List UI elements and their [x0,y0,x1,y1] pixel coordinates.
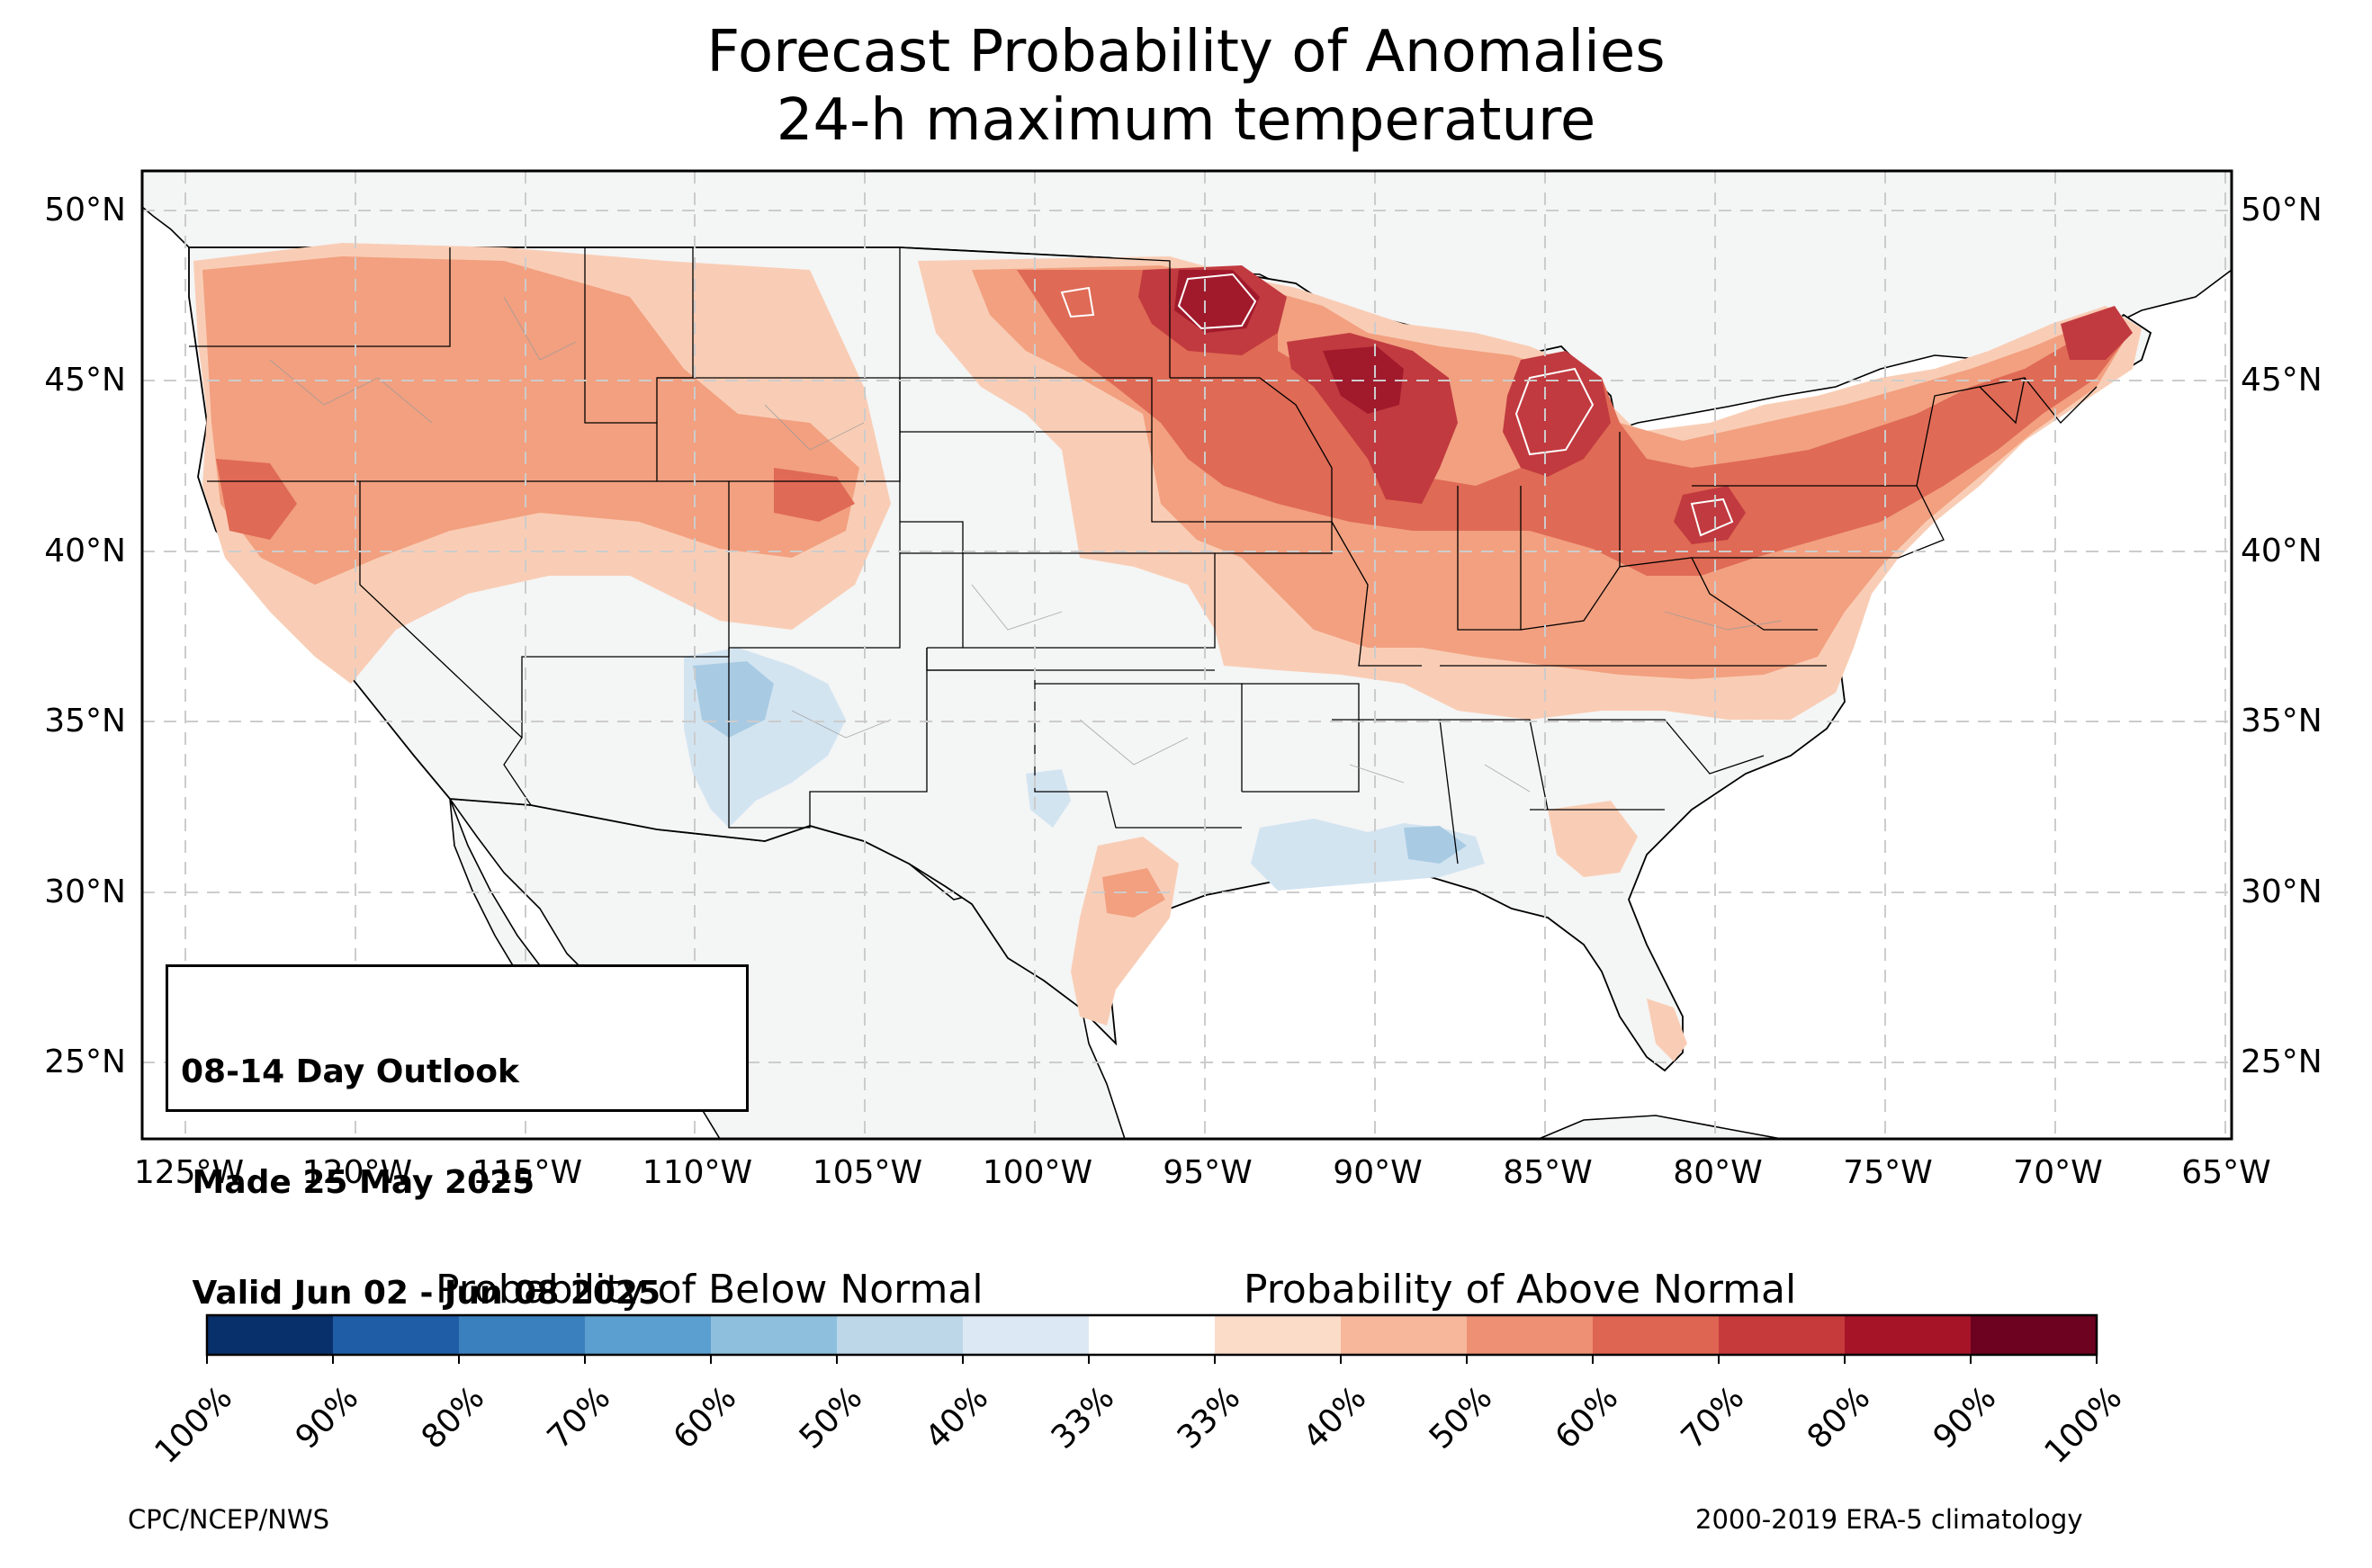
chart-subtitle: 24-h maximum temperature [776,87,1596,154]
above-high-west [216,459,297,540]
colorbar-swatch [711,1315,838,1355]
colorbar-swatch [1593,1315,1720,1355]
lon-tick-label: 80°W [1673,1154,1763,1191]
colorbar-above-label: Probability of Above Normal [1244,1267,1797,1313]
lon-tick-label: 125°W [133,1154,245,1191]
below-mid-gulf [1404,826,1467,864]
above-vhigh-michigan [1503,351,1611,477]
lat-tick-label: 35°N [2241,703,2323,739]
colorbar-swatch [1089,1315,1216,1355]
lat-tick-label: 25°N [44,1044,126,1080]
colorbar-swatch [1971,1315,2098,1355]
lon-tick-label: 75°W [1843,1154,1933,1191]
above-extreme-minnesota [1174,270,1260,333]
colorbar-frame [205,1313,2098,1357]
colorbar-swatch [1341,1315,1468,1355]
colorbar-swatch [333,1315,460,1355]
colorbar-swatch [837,1315,964,1355]
lat-tick-label: 45°N [44,362,126,399]
lat-tick-label: 40°N [2241,533,2323,569]
colorbar-swatch [459,1315,586,1355]
chart-title: Forecast Probability of Anomalies [706,19,1666,85]
lat-tick-label: 45°N [2241,362,2323,399]
lon-tick-label: 120°W [301,1154,413,1191]
lon-tick-label: 115°W [472,1154,583,1191]
lat-tick-label: 40°N [44,533,126,569]
lon-tick-label: 65°W [2181,1154,2271,1191]
lon-tick-label: 100°W [982,1154,1093,1191]
contour-lines [1060,273,1734,537]
colorbar-swatch [1845,1315,1972,1355]
county-lines [269,296,1783,793]
colorbar-swatch [1719,1315,1846,1355]
above-mid-texas [1102,868,1165,918]
colorbar [205,1313,2098,1364]
lon-tick-label: 90°W [1333,1154,1423,1191]
footer-climatology: 2000-2019 ERA-5 climatology [1695,1504,2083,1535]
outlook-valid-range: Valid Jun 02 - Jun 08 2025 [181,1275,661,1312]
outlook-period: 08-14 Day Outlook [181,1053,519,1090]
lat-tick-label: 35°N [44,703,126,739]
above-vhigh-wisconsin [1287,333,1458,504]
above-low-florida [1647,999,1687,1062]
lat-tick-label: 50°N [44,192,126,228]
lat-tick-label: 30°N [44,874,126,910]
colorbar-swatch [963,1315,1090,1355]
lon-tick-label: 105°W [812,1154,923,1191]
lon-tick-label: 85°W [1503,1154,1593,1191]
footer-source: CPC/NCEP/NWS [128,1504,330,1535]
cuba-land [1538,1115,1783,1139]
above-vhigh-maine [2061,306,2133,360]
colorbar-below-label: Probability of Below Normal [436,1267,984,1313]
colorbar-swatch [1215,1315,1342,1355]
above-low-georgia [1548,801,1638,877]
colorbar-swatch [207,1315,334,1355]
below-mid-southwest [693,661,774,738]
map-frame [140,169,2233,1141]
above-vhigh-pennsylvania [1674,486,1746,544]
lat-tick-label: 30°N [2241,874,2323,910]
lat-tick-label: 25°N [2241,1044,2323,1080]
outlook-info-box: 08-14 Day Outlook Made 25 May 2025 Valid… [166,964,749,1312]
below-low-texas [1026,769,1071,828]
colorbar-swatch [585,1315,712,1355]
state-borders [189,246,2098,865]
lat-tick-label: 50°N [2241,192,2323,228]
lon-tick-label: 70°W [2013,1154,2103,1191]
lon-tick-label: 110°W [642,1154,753,1191]
outlook-made-date: Made 25 May 2025 [181,1164,535,1201]
colorbar-swatch [1467,1315,1594,1355]
lon-tick-label: 95°W [1163,1154,1253,1191]
